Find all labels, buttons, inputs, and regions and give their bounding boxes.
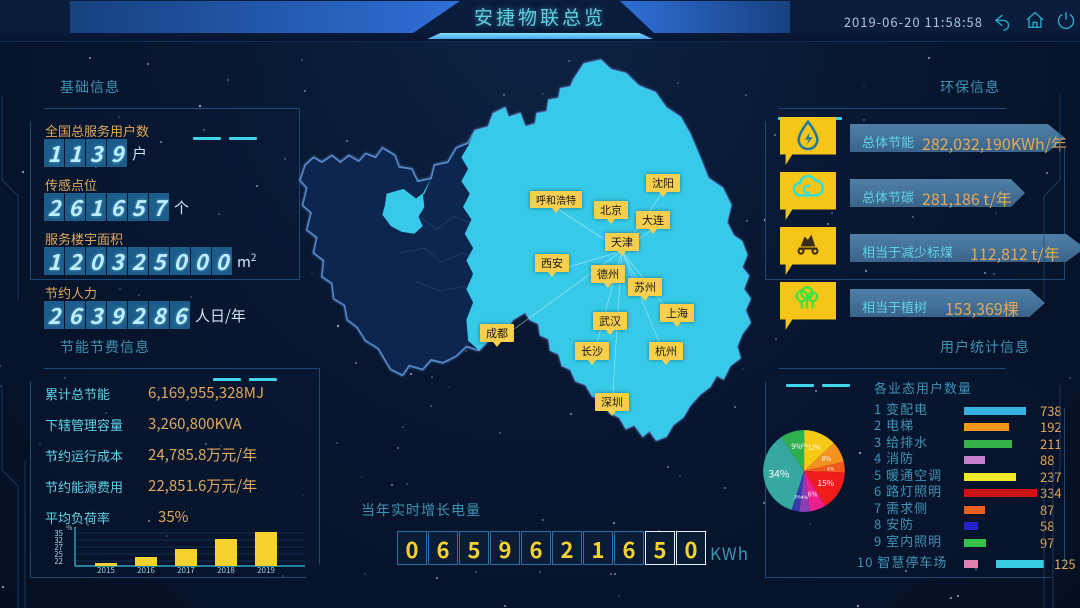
svg-text:0%: 0%	[801, 443, 809, 449]
svg-text:6%: 6%	[808, 490, 818, 499]
svg-text:34%: 34%	[768, 465, 789, 480]
svg-text:3%: 3%	[794, 494, 802, 500]
svg-text:4%: 4%	[827, 467, 835, 473]
svg-text:4%: 4%	[801, 495, 809, 501]
svg-text:9%: 9%	[791, 442, 802, 452]
svg-text:12%: 12%	[808, 443, 821, 452]
svg-text:8%: 8%	[822, 454, 832, 463]
svg-text:15%: 15%	[818, 478, 835, 489]
